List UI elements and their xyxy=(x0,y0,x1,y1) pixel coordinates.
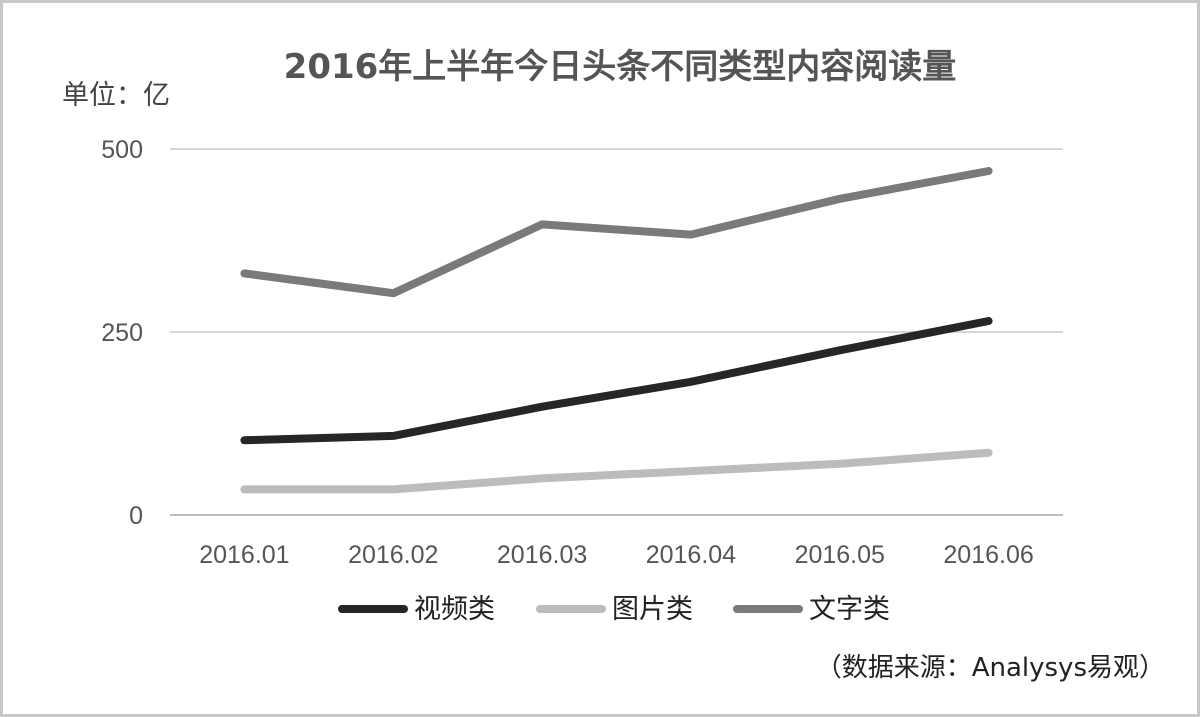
legend: 视频类 图片类 文字类 xyxy=(338,594,890,625)
x-tick-label: 2016.03 xyxy=(497,541,587,569)
series-line xyxy=(240,448,993,494)
y-tick-label: 250 xyxy=(101,319,143,347)
legend-label: 视频类 xyxy=(414,594,495,625)
unit-label: 单位：亿 xyxy=(62,80,170,111)
y-tick-label: 0 xyxy=(129,502,143,530)
chart-title: 2016年上半年今日头条不同类型内容阅读量 xyxy=(284,47,957,87)
legend-label: 文字类 xyxy=(809,594,890,625)
series-lines xyxy=(240,167,993,494)
x-tick-label: 2016.01 xyxy=(199,541,289,569)
x-axis-ticks: 2016.01 2016.02 2016.03 2016.04 2016.05 2016.… xyxy=(199,541,1034,569)
source-note: （数据来源：Analysys易观） xyxy=(816,653,1165,683)
series-line xyxy=(240,167,993,298)
legend-label: 图片类 xyxy=(612,594,693,625)
series-line xyxy=(240,317,993,445)
x-tick-label: 2016.04 xyxy=(646,541,736,569)
x-tick-label: 2016.05 xyxy=(795,541,885,569)
y-axis-ticks: 0 250 500 xyxy=(101,136,143,530)
y-tick-label: 500 xyxy=(101,136,143,164)
x-tick-label: 2016.02 xyxy=(348,541,438,569)
x-tick-label: 2016.06 xyxy=(943,541,1033,569)
